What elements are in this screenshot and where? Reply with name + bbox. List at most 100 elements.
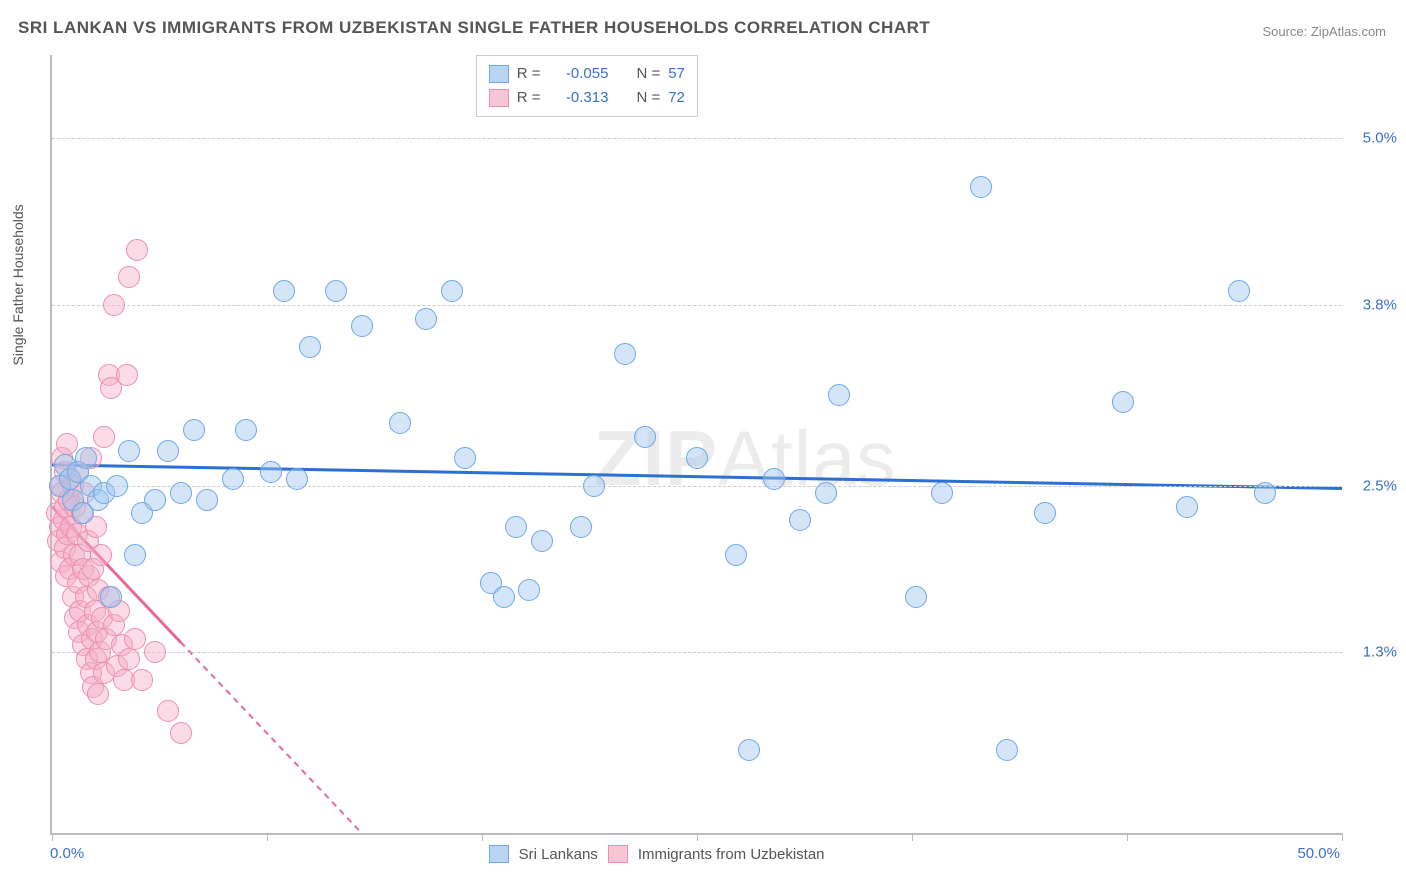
blue-dot (222, 468, 244, 490)
blue-dot (763, 468, 785, 490)
x-axis-end-label: 50.0% (1297, 845, 1340, 862)
blue-dot (1112, 391, 1134, 413)
blue-dot (441, 280, 463, 302)
x-axis-start-label: 0.0% (50, 845, 84, 862)
pink-dot (90, 544, 112, 566)
pink-dot (118, 648, 140, 670)
trend-lines-layer (52, 55, 1342, 833)
blue-dot (75, 447, 97, 469)
y-tick-label: 1.3% (1363, 644, 1397, 661)
x-tick (267, 833, 268, 841)
x-tick (52, 833, 53, 841)
pink-dot (93, 426, 115, 448)
legend-series-label: Immigrants from Uzbekistan (638, 846, 825, 863)
legend-swatch (489, 845, 509, 863)
blue-dot (905, 586, 927, 608)
gridline (52, 652, 1342, 653)
legend-r-label: R = (517, 62, 541, 86)
pink-dot (116, 364, 138, 386)
blue-dot (996, 739, 1018, 761)
gridline (52, 138, 1342, 139)
blue-dot (686, 447, 708, 469)
legend-n-label: N = (636, 86, 660, 110)
pink-dot (126, 239, 148, 261)
x-tick (912, 833, 913, 841)
scatter-plot: ZIPAtlas 1.3%2.5%3.8%5.0% (50, 55, 1342, 835)
legend-correlation: R = -0.055 N = 57 R = -0.313 N = 72 (476, 55, 698, 117)
legend-row: R = -0.055 N = 57 (489, 62, 685, 86)
gridline (52, 486, 1342, 487)
pink-dot (131, 669, 153, 691)
legend-n-value: 57 (668, 62, 685, 86)
watermark-light: Atlas (718, 414, 896, 502)
blue-dot (106, 475, 128, 497)
gridline (52, 305, 1342, 306)
blue-dot (415, 308, 437, 330)
blue-dot (299, 336, 321, 358)
legend-r-value: -0.055 (548, 62, 608, 86)
blue-dot (454, 447, 476, 469)
blue-dot (815, 482, 837, 504)
blue-dot (351, 315, 373, 337)
source-label: Source: ZipAtlas.com (1262, 24, 1386, 39)
blue-dot (389, 412, 411, 434)
blue-dot (260, 461, 282, 483)
x-tick (1342, 833, 1343, 841)
blue-dot (1034, 502, 1056, 524)
legend-swatch (608, 845, 628, 863)
blue-dot (725, 544, 747, 566)
blue-dot (738, 739, 760, 761)
blue-dot (518, 579, 540, 601)
blue-dot (505, 516, 527, 538)
blue-dot (531, 530, 553, 552)
legend-series-label: Sri Lankans (519, 846, 598, 863)
blue-dot (118, 440, 140, 462)
y-tick-label: 5.0% (1363, 130, 1397, 147)
blue-dot (100, 586, 122, 608)
legend-r-value: -0.313 (548, 86, 608, 110)
blue-dot (931, 482, 953, 504)
y-tick-label: 3.8% (1363, 297, 1397, 314)
blue-dot (170, 482, 192, 504)
legend-row: R = -0.313 N = 72 (489, 86, 685, 110)
blue-dot (1254, 482, 1276, 504)
pink-dot (157, 700, 179, 722)
blue-dot (124, 544, 146, 566)
pink-dot (87, 683, 109, 705)
blue-dot (828, 384, 850, 406)
x-tick (697, 833, 698, 841)
x-tick (482, 833, 483, 841)
legend-swatch (489, 89, 509, 107)
blue-dot (1176, 496, 1198, 518)
blue-dot (286, 468, 308, 490)
blue-dot (583, 475, 605, 497)
pink-dot (124, 628, 146, 650)
pink-dot (144, 641, 166, 663)
blue-dot (970, 176, 992, 198)
blue-dot (1228, 280, 1250, 302)
blue-dot (144, 489, 166, 511)
blue-dot (634, 426, 656, 448)
blue-dot (273, 280, 295, 302)
legend-r-label: R = (517, 86, 541, 110)
chart-title: SRI LANKAN VS IMMIGRANTS FROM UZBEKISTAN… (18, 18, 930, 38)
y-tick-label: 2.5% (1363, 477, 1397, 494)
pink-dot (170, 722, 192, 744)
legend-n-label: N = (636, 62, 660, 86)
legend-swatch (489, 65, 509, 83)
pink-dot (103, 294, 125, 316)
y-axis-label: Single Father Households (10, 204, 26, 365)
blue-dot (570, 516, 592, 538)
blue-dot (493, 586, 515, 608)
blue-dot (157, 440, 179, 462)
blue-dot (789, 509, 811, 531)
blue-dot (235, 419, 257, 441)
blue-dot (196, 489, 218, 511)
legend-series: Sri Lankans Immigrants from Uzbekistan (489, 845, 825, 863)
pink-dot (118, 266, 140, 288)
blue-dot (614, 343, 636, 365)
blue-dot (183, 419, 205, 441)
blue-dot (325, 280, 347, 302)
x-tick (1127, 833, 1128, 841)
legend-n-value: 72 (668, 86, 685, 110)
